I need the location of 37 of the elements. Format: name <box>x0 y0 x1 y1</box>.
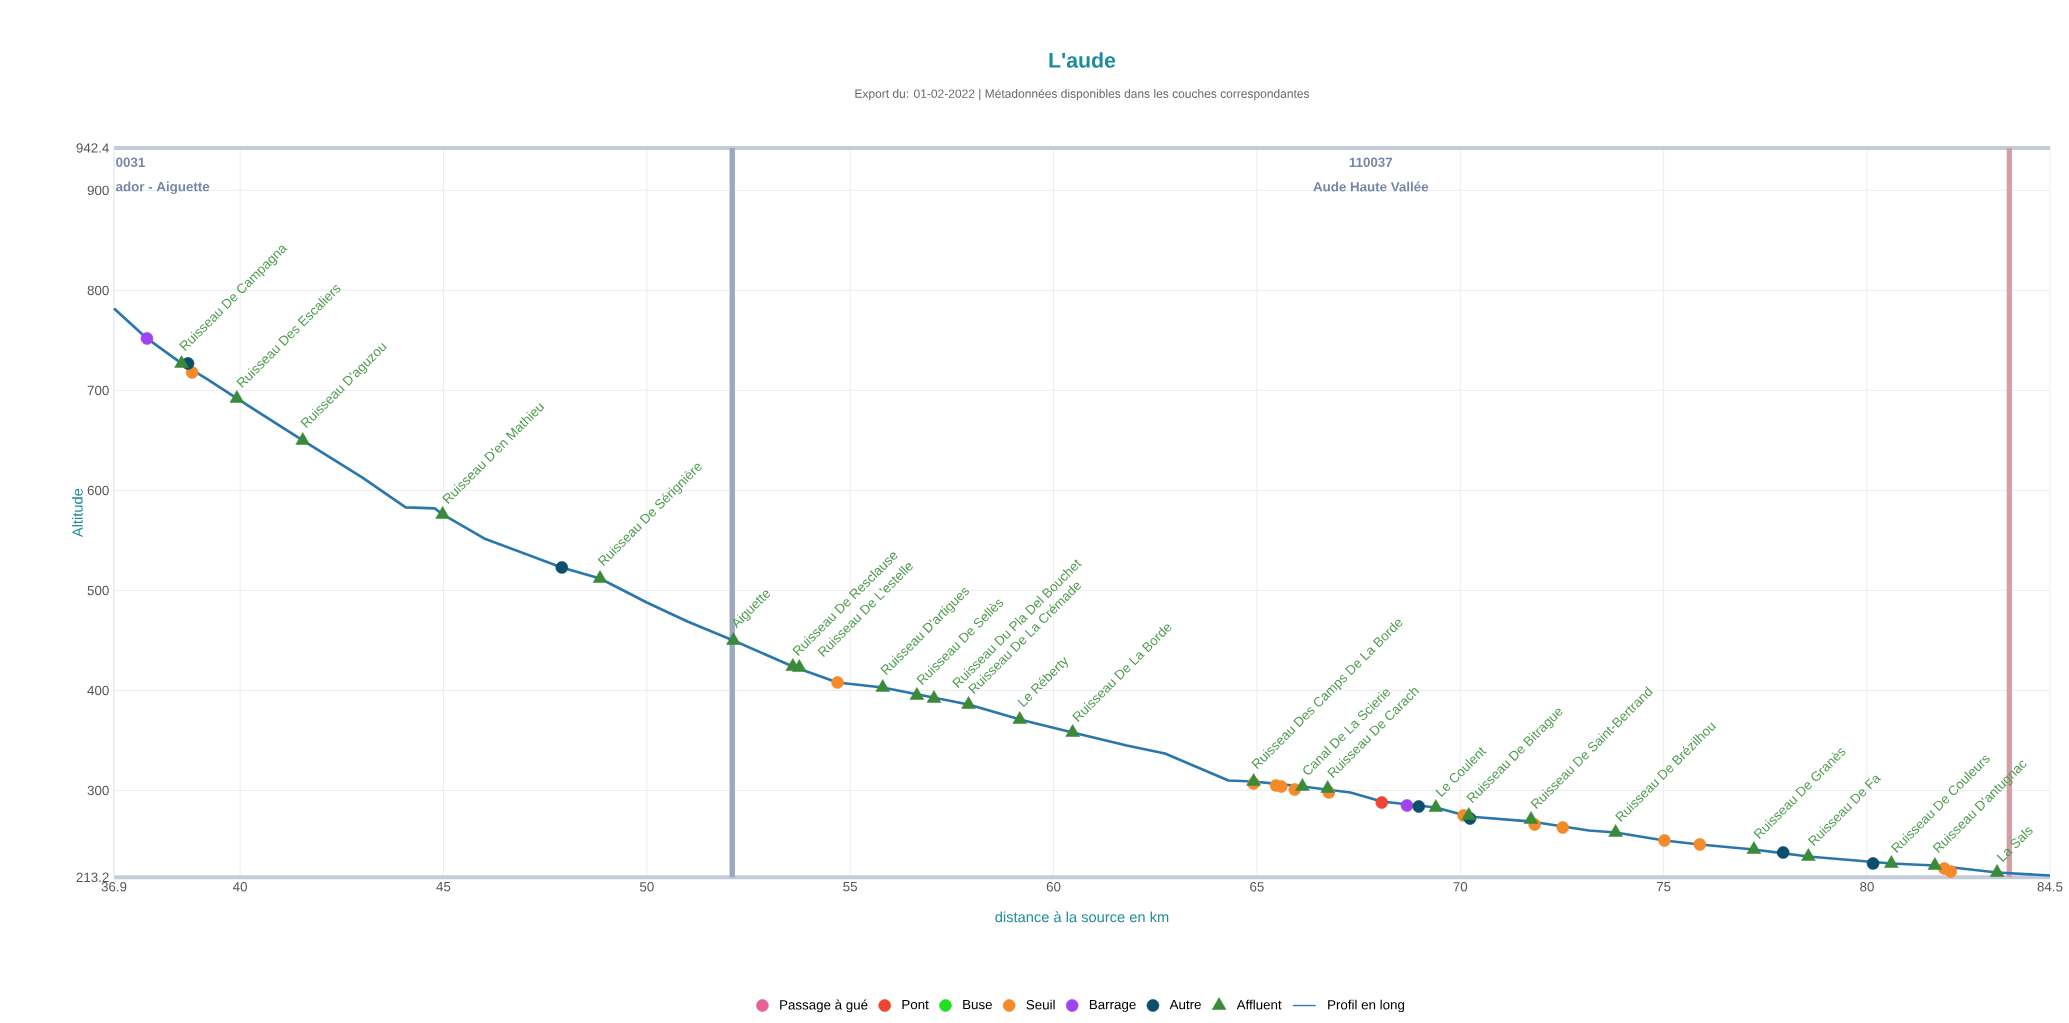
x-tick-label: 70 <box>1453 882 1468 892</box>
y-tick-label: 600 <box>87 485 109 496</box>
y-tick-label: 942.4 <box>76 143 109 153</box>
x-tick-label: 60 <box>1046 882 1061 892</box>
data-label: La Sals <box>1996 827 2033 862</box>
x-tick-label: 80 <box>1860 882 1874 892</box>
y-tick-label: 400 <box>87 685 109 696</box>
annotation: 0031 <box>116 157 145 168</box>
legend-label: Passage à gué <box>780 999 868 1013</box>
legend-label: Affluent <box>1236 999 1282 1010</box>
annotation: ador - Aiguette <box>116 181 210 195</box>
x-tick-label: 50 <box>639 882 654 892</box>
y-tick-label: 500 <box>87 585 109 596</box>
x-tick-label: 36.9 <box>101 882 127 892</box>
legend-label: Buse <box>963 999 992 1010</box>
y-tick-label: 800 <box>87 285 109 296</box>
y-tick-label: 213.2 <box>76 872 109 883</box>
x-tick-label: 45 <box>436 882 451 892</box>
chart-title: L'aude <box>1049 52 1116 68</box>
annotation: 110037 <box>1349 157 1393 168</box>
x-axis-title: distance à la source en km <box>995 911 1169 923</box>
annotation: Aude Haute Vallée <box>1313 181 1429 192</box>
x-tick-label: 65 <box>1250 882 1264 892</box>
x-tick-label: 75 <box>1656 882 1671 892</box>
legend-label: Autre <box>1169 999 1201 1010</box>
y-tick-label: 900 <box>87 185 109 196</box>
legend-label: Profil en long <box>1328 999 1405 1013</box>
x-tick-label: 84.5 <box>2037 882 2063 892</box>
x-tick-label: 40 <box>232 882 247 892</box>
y-tick-label: 300 <box>87 785 109 796</box>
legend-label: Barrage <box>1089 999 1136 1012</box>
chart-subtitle: Export du: 01-02-2022 | Métadonnées disponibles dans les couches correspondantes <box>855 88 1310 101</box>
y-axis-title: Altitude <box>72 488 83 538</box>
legend-label: Seuil <box>1026 999 1055 1010</box>
legend-label: Pont <box>902 999 929 1010</box>
y-tick-label: 700 <box>87 385 109 396</box>
x-tick-label: 55 <box>843 882 858 892</box>
